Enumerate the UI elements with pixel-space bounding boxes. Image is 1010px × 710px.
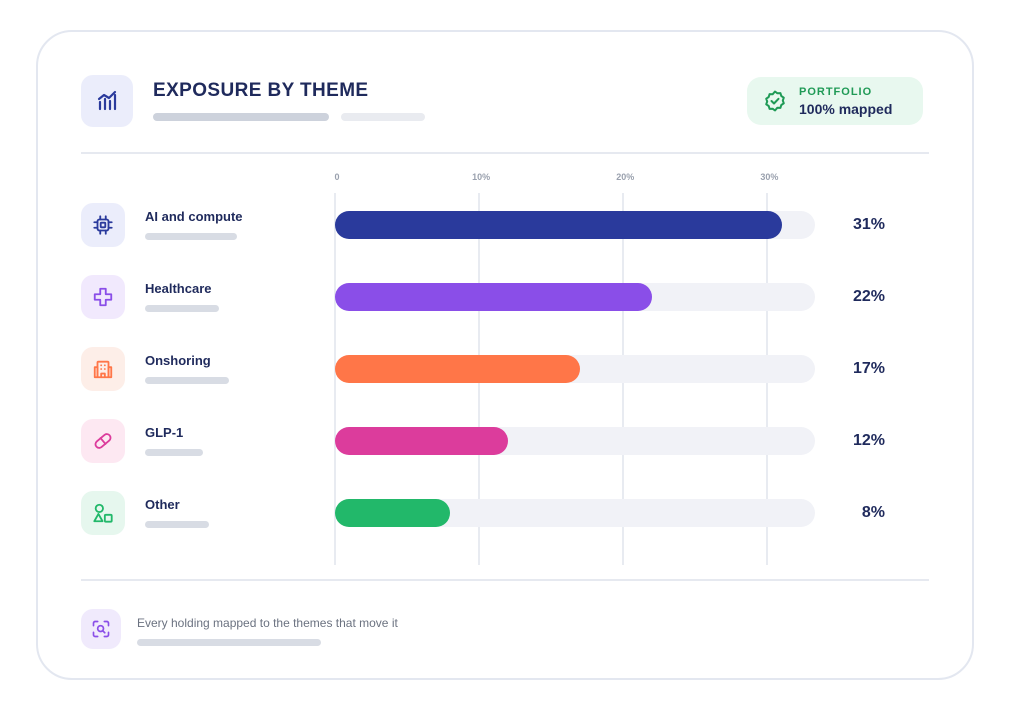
category-label: Onshoring	[145, 353, 211, 368]
portfolio-status-badge: PORTFOLIO 100% mapped	[747, 77, 923, 125]
category-placeholder-line	[145, 305, 219, 312]
x-tick-label: 0	[334, 172, 340, 182]
x-tick-label: 30%	[760, 172, 779, 182]
chart-growth-icon	[81, 75, 133, 127]
badge-label: PORTFOLIO	[799, 86, 873, 98]
medical-cross-icon	[81, 275, 125, 319]
category-placeholder-line	[145, 377, 229, 384]
category-label: Healthcare	[145, 281, 212, 296]
category-label: GLP-1	[145, 425, 184, 440]
category-label: Other	[145, 497, 180, 512]
page-title: EXPOSURE BY THEME	[153, 80, 369, 101]
value-label: 12%	[852, 432, 885, 449]
scan-search-icon	[81, 609, 121, 649]
bar	[335, 283, 653, 311]
x-tick-label: 20%	[616, 172, 635, 182]
category-label: AI and compute	[145, 209, 243, 224]
x-tick-label: 10%	[472, 172, 491, 182]
title-placeholder-line-short	[341, 113, 425, 121]
verified-badge-icon	[765, 90, 785, 112]
pill-icon	[81, 419, 125, 463]
value-label: 31%	[852, 216, 885, 233]
category-placeholder-line	[145, 233, 237, 240]
category-placeholder-line	[145, 521, 209, 528]
bar	[335, 355, 581, 383]
footer-caption: Every holding mapped to the themes that …	[137, 616, 398, 630]
footer-divider	[81, 579, 929, 581]
bar	[335, 499, 451, 527]
header-divider	[81, 152, 929, 154]
value-label: 17%	[852, 360, 885, 377]
value-label: 22%	[852, 288, 885, 305]
bar	[335, 211, 782, 239]
category-placeholder-line	[145, 449, 203, 456]
value-label: 8%	[861, 504, 885, 521]
shapes-icon	[81, 491, 125, 535]
footer-placeholder-line	[137, 639, 321, 646]
badge-value: 100% mapped	[799, 101, 893, 117]
grid-line	[334, 193, 336, 565]
cpu-chip-icon	[81, 203, 125, 247]
title-placeholder-line	[153, 113, 329, 121]
factory-building-icon	[81, 347, 125, 391]
bar	[335, 427, 508, 455]
